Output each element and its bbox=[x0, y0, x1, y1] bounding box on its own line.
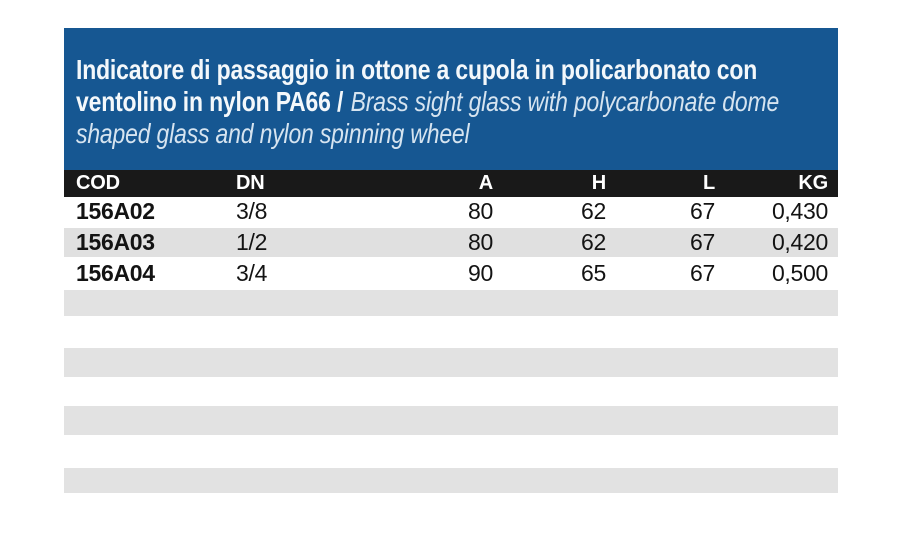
column-header-h: H bbox=[503, 170, 616, 197]
title-line-1: Indicatore di passaggio in ottone a cupo… bbox=[76, 54, 757, 86]
cell-h: 65 bbox=[581, 260, 606, 286]
empty-row-placeholder bbox=[64, 468, 838, 493]
spec-table: COD DN A H L KG 156A02 3/8 80 62 67 0,43… bbox=[64, 170, 838, 288]
cell-cod: 156A04 bbox=[76, 260, 155, 286]
column-header-l: L bbox=[616, 170, 725, 197]
cell-dn: 3/4 bbox=[236, 260, 268, 286]
cell-h: 62 bbox=[581, 198, 606, 224]
cell-kg: 0,420 bbox=[725, 226, 838, 259]
cell-l: 67 bbox=[690, 260, 715, 286]
cell-dn: 1/2 bbox=[220, 226, 390, 259]
column-header-cod: COD bbox=[64, 170, 220, 197]
cell-a: 90 bbox=[468, 260, 493, 286]
cell-h: 62 bbox=[503, 226, 616, 259]
title-block: Indicatore di passaggio in ottone a cupo… bbox=[64, 28, 838, 170]
cell-l: 67 bbox=[690, 198, 715, 224]
column-header-kg: KG bbox=[725, 170, 838, 197]
column-header-a: A bbox=[390, 170, 503, 197]
title-line-3: shaped glass and nylon spinning wheel bbox=[76, 118, 701, 150]
table-row: 156A02 3/8 80 62 67 0,430 bbox=[64, 197, 838, 227]
empty-row-placeholder bbox=[64, 290, 838, 316]
title-italian-part-1: Indicatore di passaggio in ottone a cupo… bbox=[76, 54, 758, 85]
cell-l: 67 bbox=[616, 226, 725, 259]
cell-cod: 156A03 bbox=[64, 226, 220, 259]
empty-rows-section bbox=[64, 284, 838, 493]
title-english-part-2: shaped glass and nylon spinning wheel bbox=[76, 118, 470, 149]
cell-dn: 3/8 bbox=[236, 198, 268, 224]
cell-kg: 0,500 bbox=[771, 260, 828, 286]
cell-a: 80 bbox=[390, 226, 503, 259]
title-line-2: ventolino in nylon PA66 /Brass sight gla… bbox=[76, 86, 779, 118]
empty-row-placeholder bbox=[64, 406, 838, 435]
table-row: 156A04 3/4 90 65 67 0,500 bbox=[64, 258, 838, 288]
cell-cod: 156A02 bbox=[76, 198, 155, 224]
column-header-dn: DN bbox=[220, 170, 390, 197]
title-english-part-1: Brass sight glass with polycarbonate dom… bbox=[350, 86, 780, 117]
cell-a: 80 bbox=[468, 198, 493, 224]
cell-kg: 0,430 bbox=[771, 198, 828, 224]
title-italian-part-2: ventolino in nylon PA66 / bbox=[76, 86, 344, 117]
table-row: 156A03 1/2 80 62 67 0,420 bbox=[64, 226, 838, 259]
empty-row-placeholder bbox=[64, 348, 838, 377]
table-header-row: COD DN A H L KG bbox=[64, 170, 838, 197]
